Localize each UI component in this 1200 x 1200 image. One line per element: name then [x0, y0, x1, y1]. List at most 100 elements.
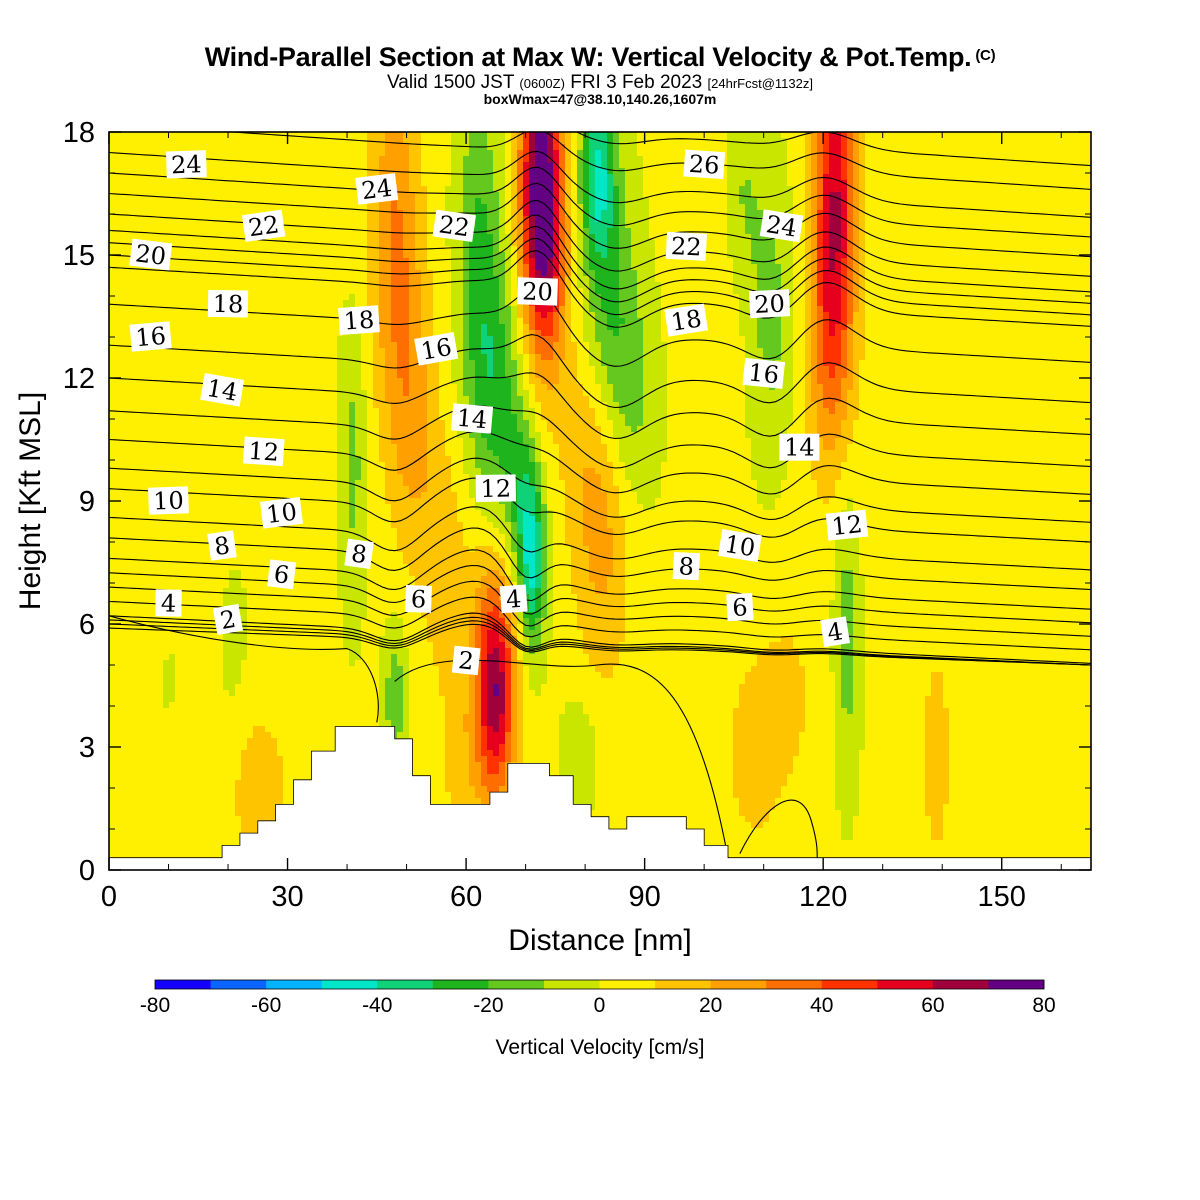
w-cell	[277, 138, 284, 145]
w-cell	[109, 276, 116, 283]
w-cell	[607, 144, 614, 151]
w-cell	[943, 156, 950, 163]
w-cell	[715, 276, 722, 283]
w-cell	[1021, 216, 1028, 223]
w-cell	[979, 228, 986, 235]
w-cell	[559, 300, 566, 307]
w-cell	[427, 186, 434, 193]
w-cell	[289, 216, 296, 223]
w-cell	[961, 282, 968, 289]
w-cell	[805, 174, 812, 181]
w-cell	[703, 144, 710, 151]
w-cell	[859, 234, 866, 241]
w-cell	[487, 234, 494, 241]
w-cell	[757, 252, 764, 259]
w-cell	[757, 210, 764, 217]
w-cell	[577, 222, 584, 229]
w-cell	[811, 180, 818, 187]
w-cell	[745, 204, 752, 211]
w-cell	[943, 276, 950, 283]
w-cell	[625, 288, 632, 295]
w-cell	[601, 198, 608, 205]
w-cell	[511, 150, 518, 157]
w-cell	[625, 258, 632, 265]
w-cell	[175, 228, 182, 235]
w-cell	[625, 204, 632, 211]
w-cell	[505, 222, 512, 229]
w-cell	[619, 174, 626, 181]
w-cell	[199, 294, 206, 301]
w-cell	[193, 276, 200, 283]
w-cell	[601, 210, 608, 217]
w-cell	[547, 138, 554, 145]
w-cell	[181, 312, 188, 319]
w-cell	[307, 186, 314, 193]
w-cell	[967, 210, 974, 217]
w-cell	[1003, 234, 1010, 241]
w-cell	[475, 156, 482, 163]
w-cell	[403, 222, 410, 229]
w-cell	[655, 282, 662, 289]
w-cell	[781, 264, 788, 271]
w-cell	[205, 228, 212, 235]
w-cell	[487, 216, 494, 223]
w-cell	[355, 138, 362, 145]
w-cell	[241, 162, 248, 169]
w-cell	[163, 216, 170, 223]
w-cell	[211, 138, 218, 145]
w-cell	[1009, 294, 1016, 301]
w-cell	[823, 246, 830, 253]
w-cell	[877, 156, 884, 163]
w-cell	[391, 162, 398, 169]
w-cell	[751, 150, 758, 157]
w-cell	[139, 156, 146, 163]
w-cell	[763, 132, 770, 139]
w-cell	[745, 300, 752, 307]
w-cell	[169, 234, 176, 241]
w-cell	[349, 264, 356, 271]
w-cell	[547, 216, 554, 223]
w-cell	[487, 288, 494, 295]
w-cell	[367, 144, 374, 151]
w-cell	[583, 204, 590, 211]
w-cell	[121, 312, 128, 319]
w-cell	[223, 246, 230, 253]
w-cell	[445, 144, 452, 151]
w-cell	[307, 204, 314, 211]
w-cell	[1069, 246, 1076, 253]
w-cell	[1039, 234, 1046, 241]
w-cell	[1021, 192, 1028, 199]
w-cell	[883, 168, 890, 175]
w-cell	[265, 168, 272, 175]
w-cell	[871, 210, 878, 217]
w-cell	[307, 234, 314, 241]
w-cell	[277, 246, 284, 253]
w-cell	[907, 186, 914, 193]
w-cell	[403, 138, 410, 145]
w-cell	[115, 204, 122, 211]
w-cell	[1027, 300, 1034, 307]
w-cell	[877, 132, 884, 139]
w-cell	[427, 264, 434, 271]
w-cell	[931, 288, 938, 295]
w-cell	[799, 300, 806, 307]
w-cell	[535, 252, 542, 259]
w-cell	[499, 216, 506, 223]
w-cell	[325, 270, 332, 277]
w-cell	[817, 162, 824, 169]
w-cell	[685, 198, 692, 205]
w-cell	[157, 156, 164, 163]
w-cell	[601, 144, 608, 151]
w-cell	[871, 294, 878, 301]
w-cell	[457, 150, 464, 157]
w-cell	[313, 132, 320, 139]
w-cell	[415, 252, 422, 259]
w-cell	[1003, 150, 1010, 157]
w-cell	[463, 174, 470, 181]
w-cell	[1057, 300, 1064, 307]
w-cell	[1027, 162, 1034, 169]
w-cell	[205, 264, 212, 271]
w-cell	[745, 306, 752, 313]
w-cell	[691, 138, 698, 145]
w-cell	[421, 228, 428, 235]
